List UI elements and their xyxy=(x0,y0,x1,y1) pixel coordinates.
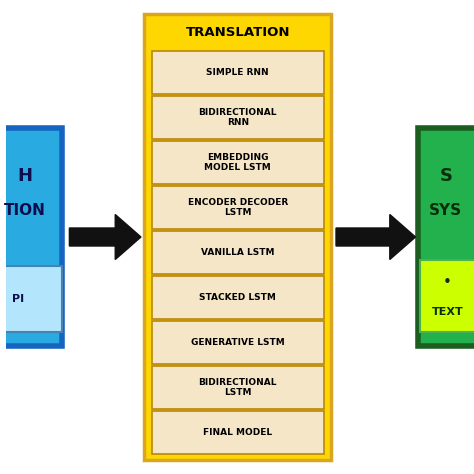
Text: TRANSLATION: TRANSLATION xyxy=(185,26,290,39)
FancyBboxPatch shape xyxy=(152,276,324,319)
Text: S: S xyxy=(439,167,453,185)
FancyBboxPatch shape xyxy=(152,96,324,139)
FancyBboxPatch shape xyxy=(144,14,331,460)
Text: SIMPLE RNN: SIMPLE RNN xyxy=(207,68,269,77)
Text: GENERATIVE LSTM: GENERATIVE LSTM xyxy=(191,338,285,347)
Text: BIDIRECTIONAL
RNN: BIDIRECTIONAL RNN xyxy=(199,108,277,127)
FancyBboxPatch shape xyxy=(152,231,324,274)
Text: FINAL MODEL: FINAL MODEL xyxy=(203,428,273,437)
Polygon shape xyxy=(336,215,416,260)
FancyBboxPatch shape xyxy=(418,128,474,346)
Text: SYS: SYS xyxy=(429,203,463,219)
Polygon shape xyxy=(69,215,141,260)
FancyBboxPatch shape xyxy=(152,321,324,364)
Text: •: • xyxy=(443,275,452,291)
FancyBboxPatch shape xyxy=(420,260,474,332)
Text: EMBEDDING
MODEL LSTM: EMBEDDING MODEL LSTM xyxy=(204,153,271,172)
FancyBboxPatch shape xyxy=(152,186,324,229)
FancyBboxPatch shape xyxy=(152,411,324,454)
Text: PI: PI xyxy=(12,294,24,304)
Text: TION: TION xyxy=(4,203,46,219)
FancyBboxPatch shape xyxy=(0,128,63,346)
Text: ENCODER DECODER
LSTM: ENCODER DECODER LSTM xyxy=(188,198,288,217)
Text: BIDIRECTIONAL
LSTM: BIDIRECTIONAL LSTM xyxy=(199,378,277,397)
Text: STACKED LSTM: STACKED LSTM xyxy=(200,293,276,302)
Text: H: H xyxy=(18,167,32,185)
FancyBboxPatch shape xyxy=(152,141,324,184)
Text: TEXT: TEXT xyxy=(432,307,464,317)
FancyBboxPatch shape xyxy=(152,51,324,94)
Text: VANILLA LSTM: VANILLA LSTM xyxy=(201,248,274,257)
FancyBboxPatch shape xyxy=(152,366,324,409)
FancyBboxPatch shape xyxy=(0,266,63,332)
